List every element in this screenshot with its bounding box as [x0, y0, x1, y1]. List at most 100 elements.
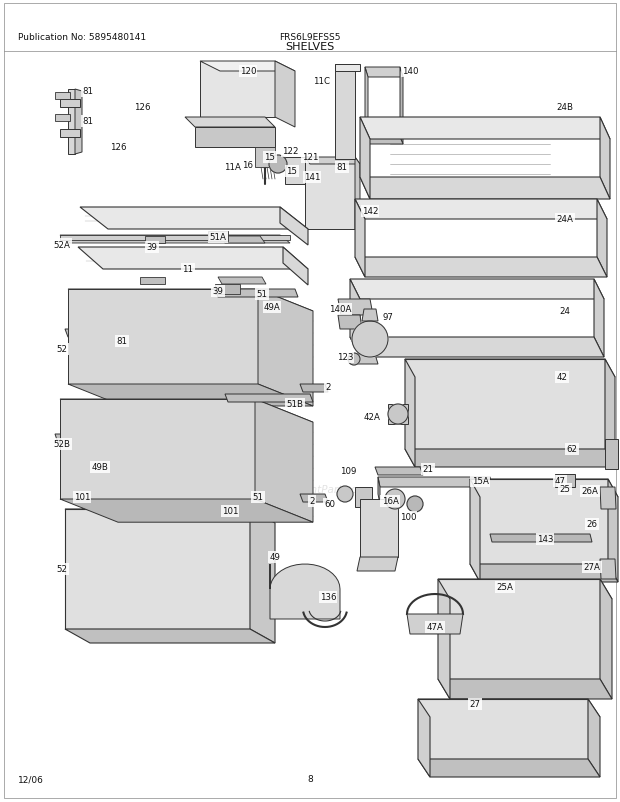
Polygon shape: [350, 280, 604, 300]
Polygon shape: [65, 330, 118, 338]
Polygon shape: [418, 699, 430, 777]
Text: 16: 16: [242, 160, 254, 169]
Polygon shape: [438, 579, 600, 679]
Text: 100: 100: [400, 512, 416, 522]
Circle shape: [388, 404, 408, 424]
Text: 26: 26: [587, 520, 598, 529]
Circle shape: [385, 489, 405, 509]
Polygon shape: [555, 475, 575, 488]
Polygon shape: [360, 118, 610, 140]
Polygon shape: [80, 494, 303, 504]
Polygon shape: [258, 290, 313, 407]
Polygon shape: [275, 62, 295, 128]
Polygon shape: [362, 310, 378, 322]
Text: Publication No: 5895480141: Publication No: 5895480141: [18, 34, 146, 43]
Polygon shape: [470, 565, 618, 582]
Text: 21: 21: [422, 465, 433, 474]
Polygon shape: [200, 62, 275, 118]
Text: 11C: 11C: [314, 78, 330, 87]
Polygon shape: [338, 316, 362, 330]
Polygon shape: [355, 200, 365, 277]
Text: N58SLDJEE1: N58SLDJEE1: [517, 755, 573, 764]
Polygon shape: [60, 500, 313, 523]
Text: 140: 140: [402, 67, 418, 76]
Text: 122: 122: [281, 148, 298, 156]
Polygon shape: [335, 65, 355, 160]
Circle shape: [407, 496, 423, 512]
Text: 101: 101: [222, 507, 238, 516]
Text: 123: 123: [337, 353, 353, 362]
Text: 15: 15: [265, 153, 275, 162]
Polygon shape: [68, 90, 75, 155]
Polygon shape: [215, 290, 298, 298]
Text: eReplacementParts.com: eReplacementParts.com: [246, 484, 374, 494]
Polygon shape: [360, 178, 610, 200]
Text: 47: 47: [554, 477, 565, 486]
Polygon shape: [588, 699, 600, 777]
Polygon shape: [60, 399, 255, 500]
Polygon shape: [145, 237, 165, 244]
Circle shape: [348, 354, 360, 366]
Polygon shape: [65, 509, 275, 524]
Polygon shape: [405, 359, 615, 378]
Polygon shape: [405, 449, 615, 468]
Polygon shape: [388, 404, 408, 424]
Text: 25: 25: [559, 485, 570, 494]
Polygon shape: [60, 399, 313, 423]
Polygon shape: [82, 502, 116, 521]
Polygon shape: [75, 90, 82, 155]
Polygon shape: [378, 477, 492, 488]
Polygon shape: [490, 534, 592, 542]
Polygon shape: [60, 130, 80, 138]
Text: 26A: 26A: [582, 487, 598, 496]
Polygon shape: [225, 395, 313, 403]
Polygon shape: [68, 290, 258, 384]
Polygon shape: [470, 480, 480, 582]
Polygon shape: [365, 68, 403, 78]
Polygon shape: [470, 480, 608, 565]
Text: 51: 51: [252, 493, 264, 502]
Polygon shape: [418, 759, 600, 777]
Polygon shape: [350, 338, 604, 358]
Polygon shape: [355, 257, 607, 277]
Polygon shape: [405, 359, 605, 449]
Text: 81: 81: [337, 164, 347, 172]
Polygon shape: [400, 68, 403, 145]
Polygon shape: [360, 118, 370, 200]
Polygon shape: [605, 359, 615, 468]
Text: 11A: 11A: [224, 164, 241, 172]
Text: 143: 143: [537, 535, 553, 544]
Polygon shape: [218, 277, 266, 285]
Polygon shape: [350, 280, 360, 358]
Text: 51: 51: [257, 290, 267, 299]
Polygon shape: [305, 158, 360, 164]
Polygon shape: [230, 502, 306, 516]
Polygon shape: [438, 579, 612, 599]
Circle shape: [269, 156, 287, 174]
Text: 109: 109: [340, 467, 356, 476]
Circle shape: [337, 486, 353, 502]
Text: 39: 39: [213, 287, 223, 296]
Text: 81: 81: [82, 117, 94, 127]
Text: FRS6L9EFSS5: FRS6L9EFSS5: [279, 34, 341, 43]
Text: 12/06: 12/06: [18, 775, 44, 784]
Polygon shape: [375, 468, 423, 476]
Text: 62: 62: [567, 445, 577, 454]
Text: 49A: 49A: [264, 303, 280, 312]
Polygon shape: [470, 480, 618, 497]
Polygon shape: [195, 128, 275, 148]
Polygon shape: [438, 679, 612, 699]
Polygon shape: [352, 354, 378, 365]
Polygon shape: [600, 579, 612, 699]
Polygon shape: [55, 435, 118, 444]
Text: 52: 52: [56, 565, 68, 573]
Text: 27: 27: [469, 699, 481, 709]
Text: 47A: 47A: [427, 622, 443, 632]
Text: 27A: 27A: [583, 563, 600, 572]
Text: 8: 8: [307, 775, 313, 784]
Polygon shape: [280, 208, 308, 245]
Text: 60: 60: [324, 500, 335, 508]
Polygon shape: [255, 148, 275, 168]
Circle shape: [352, 322, 388, 358]
Polygon shape: [597, 200, 607, 277]
